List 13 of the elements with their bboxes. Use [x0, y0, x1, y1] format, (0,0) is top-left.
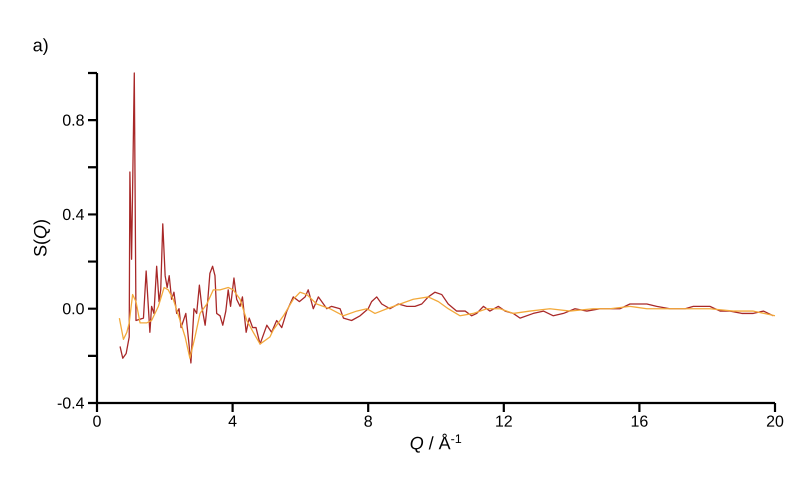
text: a): [33, 38, 48, 55]
x-axis-title: Q / Å$^{-1}$: [410, 434, 462, 453]
x-tick-label: 4: [228, 416, 237, 426]
x-tick-label: 20: [766, 416, 784, 427]
x-tick-label: 16: [632, 416, 648, 427]
y-tick-label: -0.4: [58, 397, 84, 409]
y-tick-label: 0.0: [62, 303, 84, 314]
x-tick-label: 8: [364, 416, 372, 427]
y-tick-label: 0.4: [62, 208, 84, 220]
y-tick-label: 0.8: [62, 114, 84, 126]
x-tick-label: 0: [93, 416, 101, 427]
x-tick-label: 12: [496, 416, 512, 427]
y-axis-title: S(Q): [33, 220, 50, 256]
